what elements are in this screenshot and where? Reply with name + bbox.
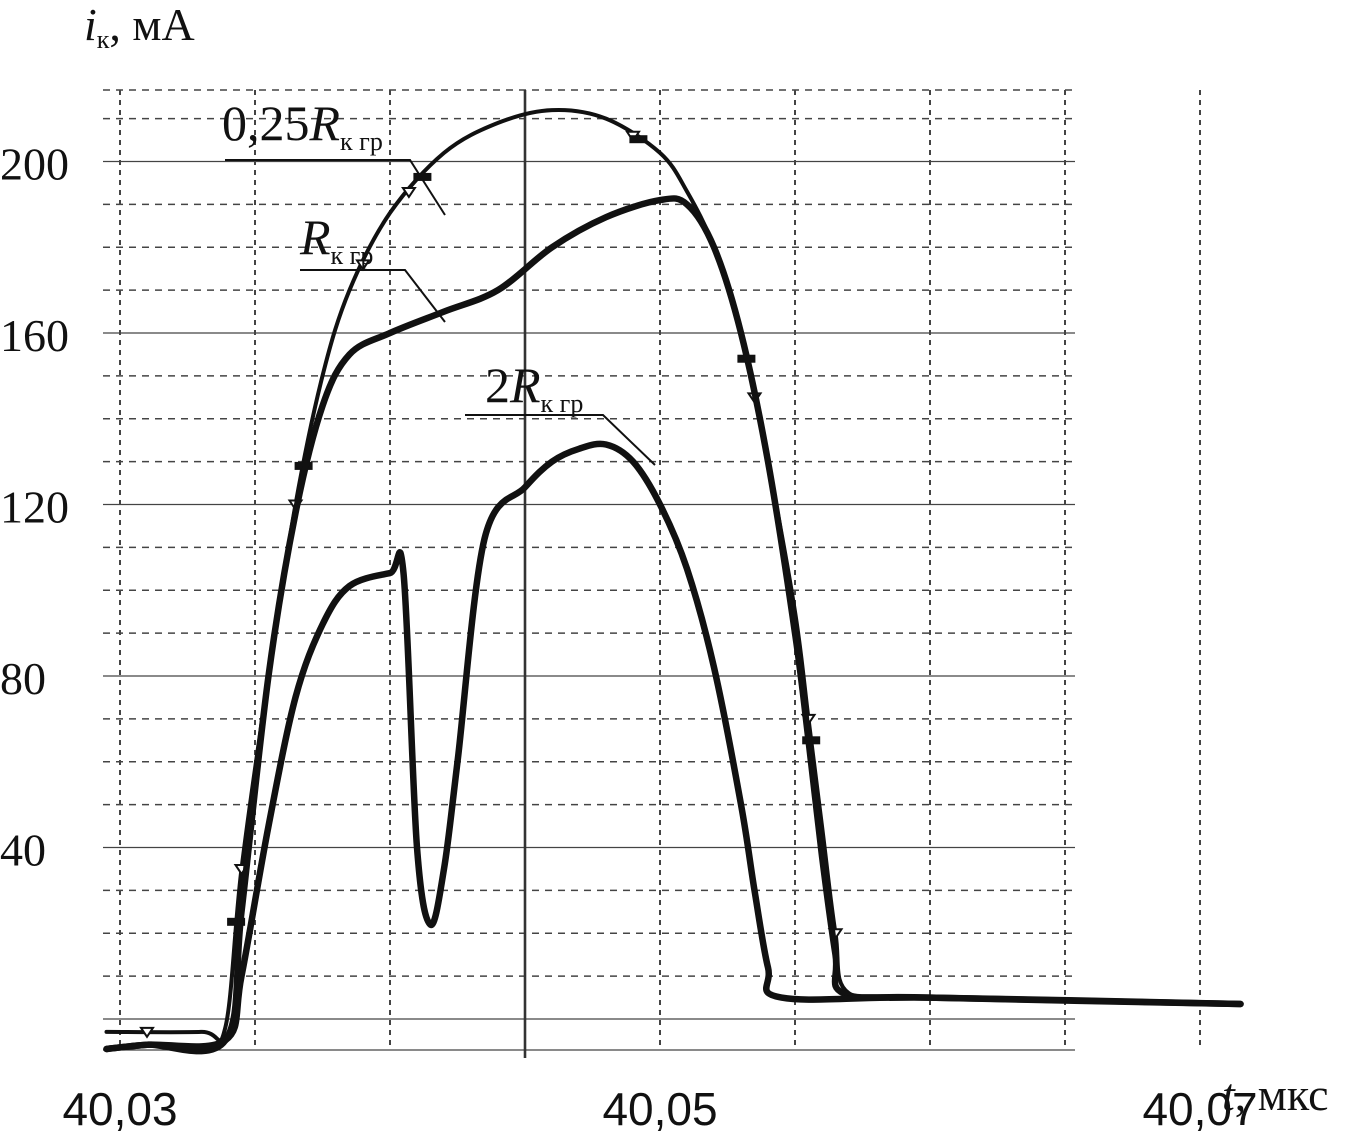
series-label-2: Rк гр (299, 209, 373, 270)
series-label-var: R (309, 95, 341, 151)
series-marker-bar (629, 135, 648, 144)
y-axis-title: iк, мА (84, 0, 195, 54)
series-lines (103, 107, 1244, 1055)
series-marker-bar (413, 172, 432, 181)
series-label-prefix: 2 (485, 357, 510, 413)
series-label-sub: к гр (340, 127, 383, 156)
series-line-3 (103, 440, 1244, 1053)
y-axis-sub: к (97, 25, 110, 54)
series-label-sub: к гр (331, 241, 374, 270)
x-tick-label: 40,05 (602, 1083, 717, 1135)
series-label-leader (225, 159, 446, 216)
y-tick-label: 80 (0, 653, 46, 704)
series-marker (355, 259, 371, 272)
y-tick-labels: 40 80 120 160 200 (0, 139, 69, 876)
x-tick-label: 40,07 (1142, 1083, 1257, 1135)
x-axis-var: t (1222, 1069, 1236, 1120)
x-tick-labels: 40,03 40,05 40,07 (62, 1083, 1257, 1135)
x-tick-label: 40,03 (62, 1083, 177, 1135)
x-axis-unit: , мкс (1235, 1069, 1329, 1120)
series-label-var: R (509, 357, 541, 413)
series-label-prefix: 0,25 (222, 95, 310, 151)
y-tick-label: 40 (0, 825, 46, 876)
series-label-leader (300, 269, 446, 323)
series-line-1 (104, 107, 1243, 1043)
series-marker-bar (227, 917, 246, 926)
series-label-var: R (299, 209, 331, 265)
y-axis-var: i (84, 0, 97, 50)
series-label-3: 2Rк гр (485, 357, 583, 418)
series-marker (401, 186, 417, 199)
series-line-2 (103, 195, 1244, 1055)
series-label-leader (465, 414, 656, 466)
y-tick-label: 120 (0, 482, 69, 533)
x-axis-title: t, мкс (1222, 1069, 1329, 1120)
grid (103, 89, 1201, 1058)
y-tick-label: 200 (0, 139, 69, 190)
series-label-1: 0,25Rк гр (222, 95, 383, 156)
series-marker (139, 1026, 155, 1039)
y-tick-label: 160 (0, 310, 69, 361)
series-label-sub: к гр (541, 389, 584, 418)
y-axis-unit: , мА (109, 0, 194, 50)
